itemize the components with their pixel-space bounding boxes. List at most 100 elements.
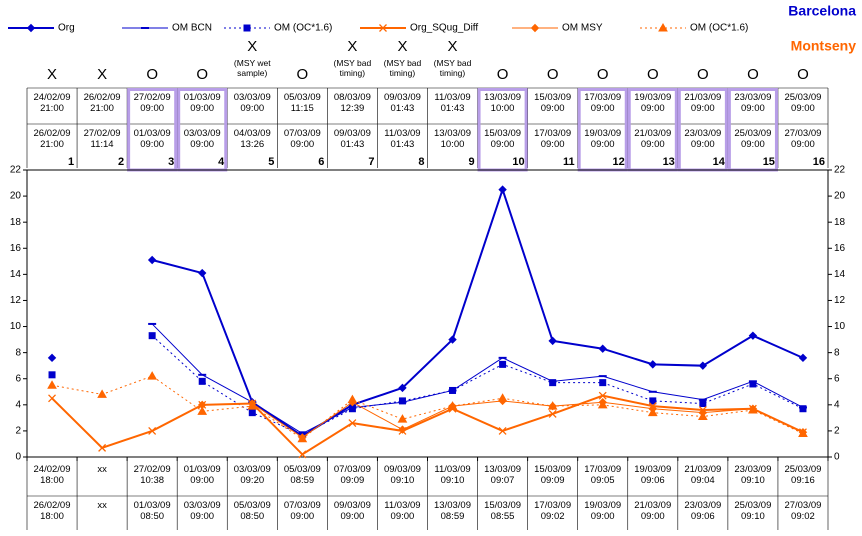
series-line — [51, 394, 804, 456]
marker — [498, 426, 507, 435]
y-tick-label: 12 — [10, 295, 22, 306]
marker — [697, 411, 708, 421]
marker — [198, 268, 207, 278]
y-tick-label: 18 — [10, 217, 22, 228]
date-cell: 17/03/09 09:02 — [534, 500, 572, 522]
marker — [548, 336, 557, 346]
date-cell: 24/02/09 18:00 — [33, 464, 71, 486]
status-label: X — [247, 38, 257, 55]
status-note: (MSY bad timing) — [433, 58, 472, 78]
marker — [748, 405, 758, 414]
date-cell: 23/03/09 09:10 — [734, 464, 772, 486]
date-cell: 23/03/09 09:00 — [734, 92, 772, 114]
date-cell: 11/03/09 01:43 — [384, 128, 421, 150]
legend-label: OM BCN — [172, 23, 212, 34]
date-cell: 07/03/09 09:09 — [333, 464, 371, 486]
date-cell: 03/03/09 09:20 — [233, 464, 271, 486]
column-number: 8 — [418, 156, 424, 168]
marker — [547, 401, 558, 410]
marker — [448, 335, 457, 344]
date-cell: 19/03/09 09:00 — [584, 128, 622, 150]
marker — [48, 394, 56, 403]
date-cell: 13/03/09 09:07 — [484, 464, 522, 486]
date-cell: 01/03/09 08:50 — [133, 500, 171, 522]
status-label: O — [597, 66, 609, 83]
date-cell: 09/03/09 09:10 — [383, 464, 421, 486]
marker — [447, 401, 458, 410]
marker — [699, 400, 707, 408]
status-label: X — [397, 38, 407, 55]
date-cell: 17/03/09 09:00 — [584, 92, 622, 114]
date-cell: 03/03/09 09:00 — [233, 92, 271, 114]
column-number: 2 — [118, 156, 124, 168]
marker — [379, 24, 387, 32]
date-cell: 04/03/09 13:26 — [233, 128, 271, 150]
marker — [48, 371, 56, 379]
date-cell: 05/03/09 11:15 — [283, 92, 321, 114]
status-note: (MSY bad timing) — [333, 58, 372, 78]
marker — [147, 255, 157, 265]
date-cell: 27/02/09 09:00 — [133, 92, 171, 114]
marker — [798, 428, 808, 438]
marker — [398, 397, 406, 405]
date-cell: 26/02/09 18:00 — [33, 500, 71, 522]
date-cell: 03/03/09 09:00 — [183, 500, 221, 522]
legend-label: Org — [58, 23, 75, 34]
legend-label: OM MSY — [562, 23, 603, 34]
y2-tick-label: 6 — [834, 373, 840, 384]
marker — [148, 332, 156, 340]
y-tick-label: 8 — [15, 347, 21, 358]
y2-tick-label: 16 — [834, 243, 846, 254]
column-number: 1 — [68, 156, 74, 168]
status-label: O — [196, 66, 208, 83]
date-cell: 21/03/09 09:04 — [684, 464, 722, 486]
column-number: 11 — [563, 156, 575, 168]
series-group-label: Montseny — [791, 38, 857, 54]
marker — [498, 185, 507, 194]
y2-tick-label: 14 — [834, 269, 846, 280]
marker — [449, 386, 457, 394]
date-cell: 25/03/09 09:00 — [734, 128, 772, 150]
marker — [397, 414, 408, 423]
date-cell: 11/03/09 01:43 — [434, 92, 471, 114]
marker — [398, 383, 407, 393]
marker — [243, 24, 251, 32]
date-cell: 23/03/09 09:00 — [684, 128, 722, 150]
date-cell: 03/03/09 09:00 — [183, 128, 221, 150]
y2-tick-label: 8 — [834, 347, 840, 358]
legend-label: OM (OC*1.6) — [274, 23, 332, 34]
marker — [749, 380, 757, 388]
y2-tick-label: 18 — [834, 217, 846, 228]
marker — [658, 22, 668, 32]
marker — [348, 405, 356, 413]
y-tick-label: 0 — [15, 452, 21, 463]
status-note: (MSY bad timing) — [383, 58, 422, 78]
y2-tick-label: 4 — [834, 399, 840, 410]
marker — [748, 331, 758, 340]
date-cell: 15/03/09 08:55 — [484, 500, 522, 522]
marker — [147, 371, 158, 380]
column-number: 12 — [613, 156, 625, 168]
status-label: O — [497, 66, 509, 83]
y2-tick-label: 0 — [834, 452, 840, 463]
y-tick-label: 10 — [10, 321, 22, 332]
column-number: 5 — [268, 156, 274, 168]
column-number: 14 — [713, 156, 726, 168]
column-number: 3 — [168, 156, 174, 168]
marker — [597, 399, 608, 409]
status-label: O — [697, 66, 709, 83]
marker — [198, 377, 206, 385]
y-tick-label: 6 — [15, 373, 21, 384]
status-label: O — [797, 66, 809, 83]
marker — [347, 394, 358, 404]
date-cell: 26/02/09 21:00 — [33, 128, 71, 150]
date-cell: 21/03/09 09:00 — [634, 128, 672, 150]
date-cell: 27/02/09 11:14 — [83, 128, 121, 150]
date-cell: xx — [97, 500, 107, 511]
marker — [798, 353, 808, 363]
date-cell: 09/03/09 01:43 — [333, 128, 371, 150]
marker — [599, 379, 607, 387]
status-label: O — [146, 66, 158, 83]
column-number: 4 — [218, 156, 225, 168]
